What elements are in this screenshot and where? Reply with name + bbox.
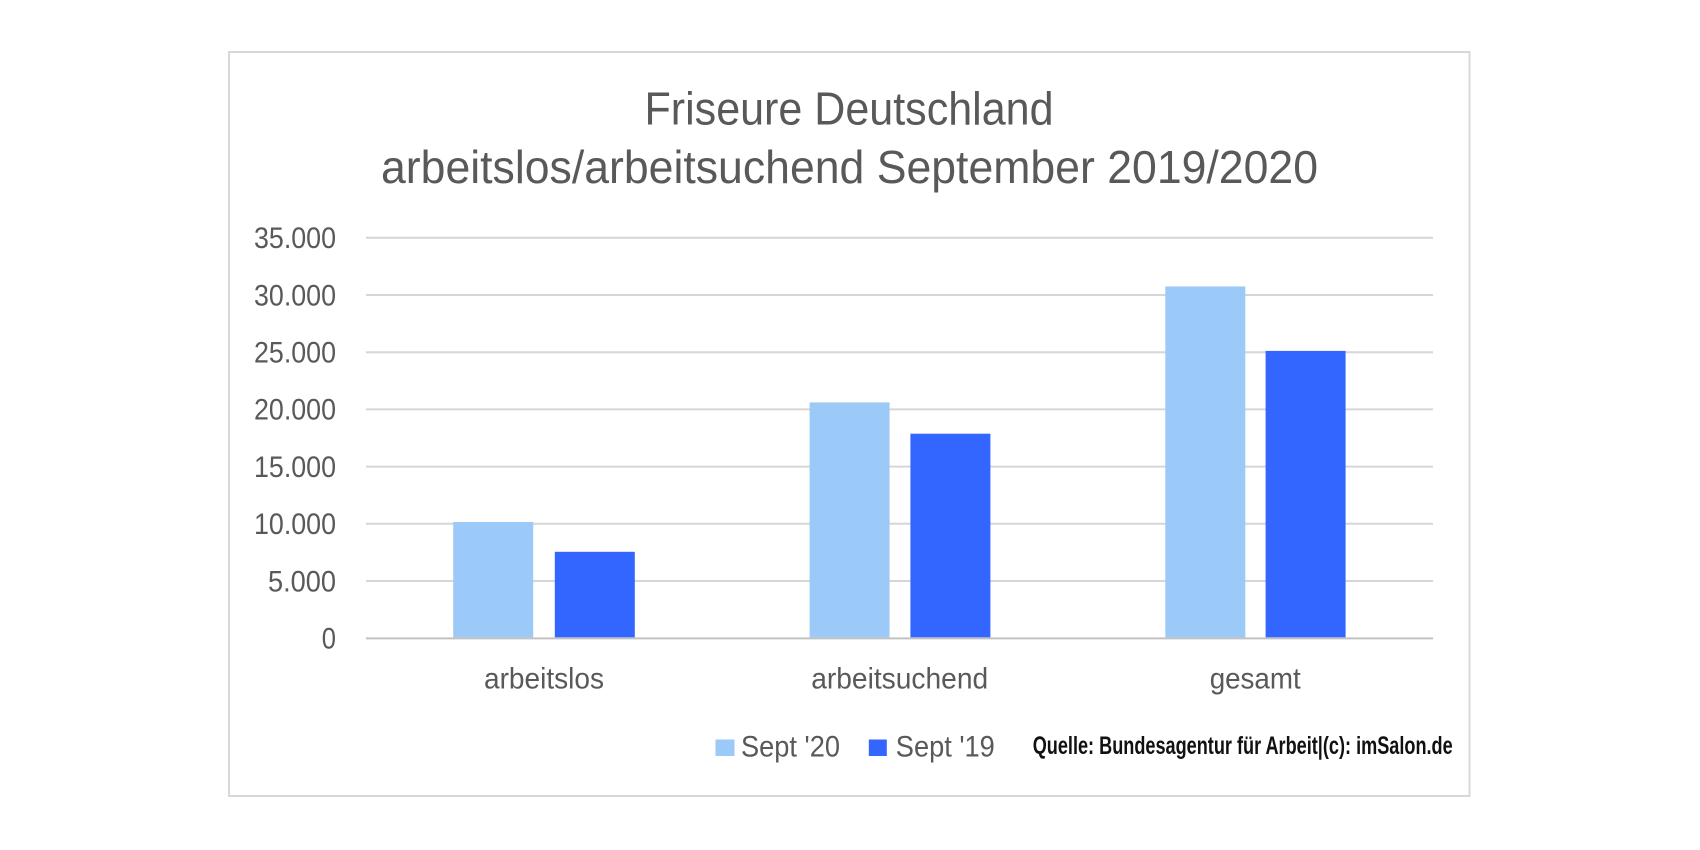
svg-text:Quelle: Bundesagentur für Arbe: Quelle: Bundesagentur für Arbeit|(c): im… bbox=[1033, 732, 1453, 760]
svg-text:arbeitslos/arbeitsuchend Septe: arbeitslos/arbeitsuchend September 2019/… bbox=[381, 141, 1318, 193]
svg-text:15.000: 15.000 bbox=[254, 451, 336, 484]
svg-text:gesamt: gesamt bbox=[1210, 663, 1302, 696]
svg-text:25.000: 25.000 bbox=[254, 337, 336, 370]
svg-text:Sept '19: Sept '19 bbox=[896, 731, 995, 764]
svg-text:arbeitsuchend: arbeitsuchend bbox=[811, 663, 988, 696]
svg-text:10.000: 10.000 bbox=[254, 508, 336, 541]
svg-text:0: 0 bbox=[322, 623, 336, 656]
svg-text:Friseure Deutschland: Friseure Deutschland bbox=[645, 83, 1054, 135]
svg-text:5.000: 5.000 bbox=[268, 565, 336, 598]
svg-text:Sept '20: Sept '20 bbox=[741, 731, 840, 764]
svg-text:20.000: 20.000 bbox=[254, 394, 336, 427]
svg-text:35.000: 35.000 bbox=[254, 222, 336, 255]
svg-text:30.000: 30.000 bbox=[254, 279, 336, 312]
svg-text:arbeitslos: arbeitslos bbox=[484, 663, 604, 696]
